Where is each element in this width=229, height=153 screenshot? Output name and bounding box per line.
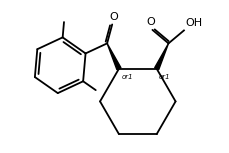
Polygon shape bbox=[107, 43, 120, 70]
Text: O: O bbox=[109, 12, 117, 22]
Text: or1: or1 bbox=[158, 74, 170, 80]
Polygon shape bbox=[154, 43, 168, 70]
Text: OH: OH bbox=[185, 18, 202, 28]
Text: O: O bbox=[146, 17, 155, 26]
Text: or1: or1 bbox=[121, 74, 132, 80]
